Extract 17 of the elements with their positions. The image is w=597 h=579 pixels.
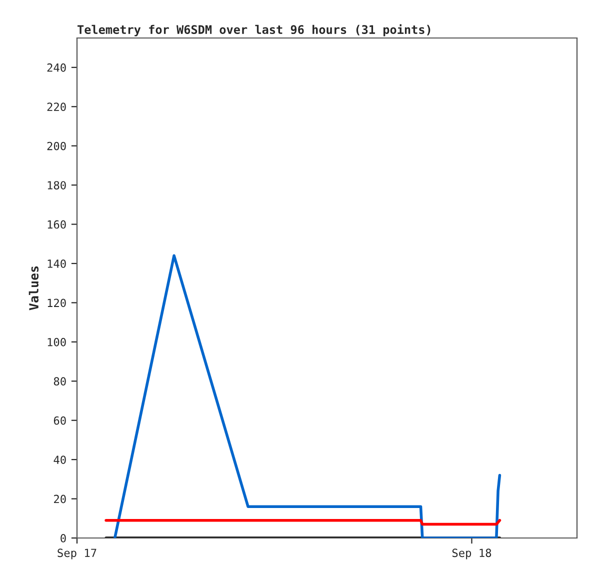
y-tick-label: 140: [48, 259, 66, 268]
y-tick-label: 160: [48, 220, 66, 229]
y-tick-label: 220: [47, 102, 66, 112]
y-tick-label: 200: [47, 142, 66, 150]
y-tick-label: 120: [48, 298, 66, 308]
y-tick-label: 60: [54, 416, 66, 425]
y-tick-label: 240: [47, 63, 66, 72]
y-tick-label: 180: [48, 181, 66, 190]
y-tick-label: 40: [54, 456, 66, 464]
y-axis-title: Values: [28, 266, 39, 310]
x-tick-label: Sep 18: [452, 548, 492, 560]
chart-title: Telemetry for W6SDM over last 96 hours (31 points): [78, 24, 430, 36]
y-tick-label: 0: [60, 534, 66, 542]
y-tick-label: 80: [54, 377, 66, 386]
x-tick-label: Sep 17: [58, 548, 96, 560]
y-tick-label: 20: [54, 494, 66, 504]
y-tick-label: 100: [48, 338, 66, 346]
